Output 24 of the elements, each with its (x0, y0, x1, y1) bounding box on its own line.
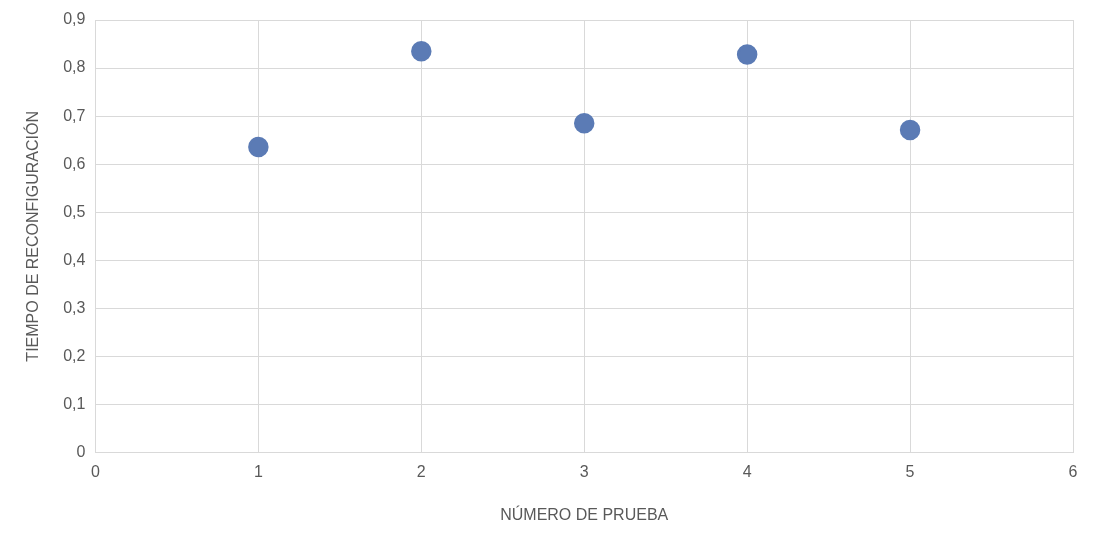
point (573, 113, 595, 134)
x-tick-label: 4 (742, 462, 752, 480)
x-tick-label: 6 (1068, 462, 1078, 480)
x-axis-title: NÚMERO DE PRUEBA (500, 504, 669, 523)
x-tick-label: 3 (579, 462, 589, 480)
point (899, 119, 921, 141)
y-tick-label: 0,6 (63, 154, 86, 172)
x-tick-label: 2 (416, 462, 426, 480)
x-tick-label: 1 (253, 462, 263, 480)
y-tick-label: 0,1 (63, 394, 86, 412)
point (736, 44, 758, 65)
x-tick-label: 5 (905, 462, 915, 480)
point (248, 136, 269, 158)
x-tick-label: 0 (90, 462, 100, 480)
y-tick-label: 0,5 (63, 202, 86, 220)
y-tick-label: 0,8 (63, 58, 86, 76)
y-tick-label: 0,9 (63, 10, 86, 28)
y-tick-label: 0 (76, 443, 86, 461)
y-tick-label: 0,4 (63, 250, 86, 268)
y-tick-label: 0,2 (63, 346, 86, 364)
y-tick-label: 0,3 (63, 298, 86, 316)
point (411, 40, 432, 62)
y-axis-title: TIEMPO DE RECONFIGURACIÓN (23, 110, 42, 362)
y-tick-label: 0,7 (63, 106, 86, 124)
